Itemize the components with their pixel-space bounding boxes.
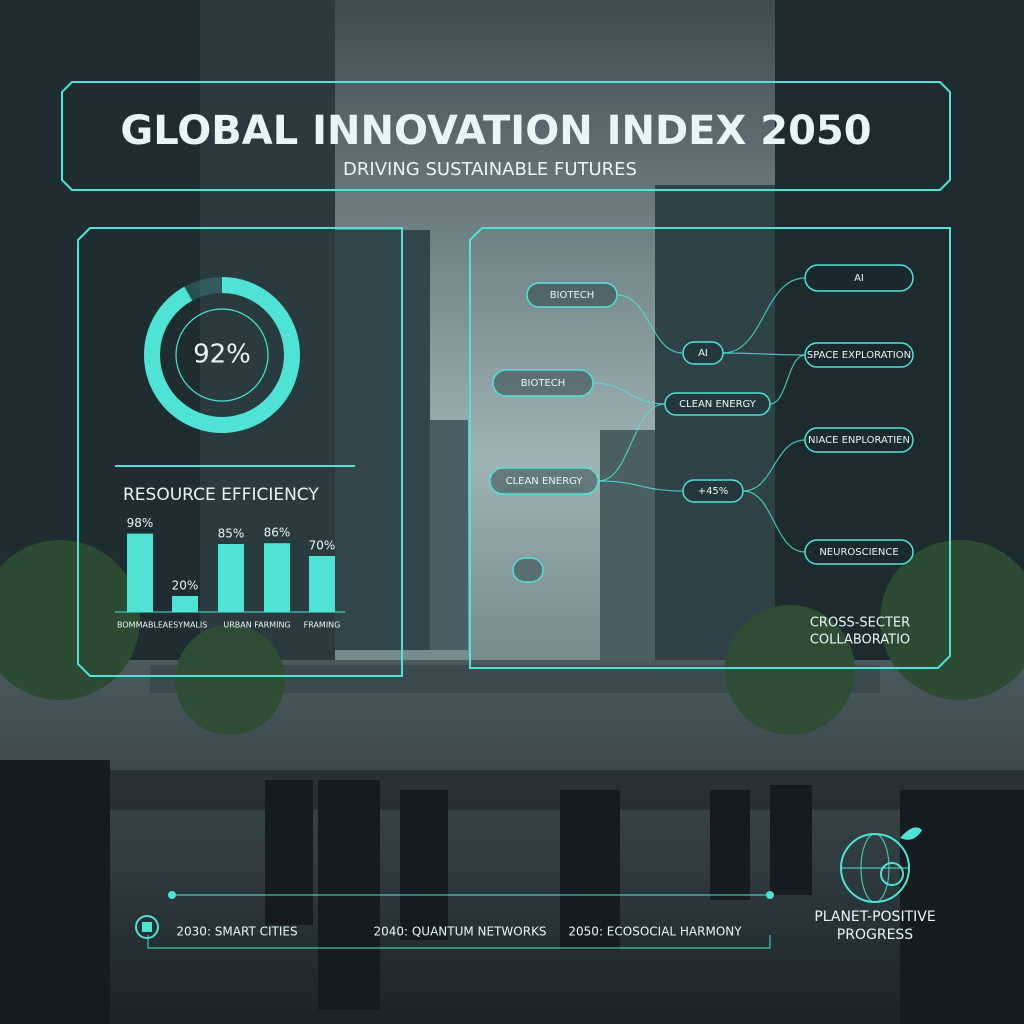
- node: [682, 341, 724, 365]
- subtitle: DRIVING SUSTAINABLE FUTURES: [343, 159, 637, 180]
- link: [616, 294, 684, 354]
- node-label: AI: [698, 348, 708, 359]
- value-label: 98%: [127, 516, 154, 530]
- link: [722, 277, 806, 354]
- gauge-label: 92%: [193, 340, 251, 370]
- bar: [264, 543, 290, 612]
- node-label: CLEAN ENERGY: [679, 399, 757, 410]
- hud-frames: [61, 81, 951, 949]
- x-tick-label: FRAMING: [304, 621, 341, 630]
- node: [512, 557, 544, 583]
- timeline-label: 2050: ECOSOCIAL HARMONY: [568, 925, 742, 939]
- badge-text: PROGRESS: [837, 927, 913, 943]
- node-label: BIOTECH: [521, 378, 566, 389]
- value-label: 85%: [218, 527, 245, 541]
- node: [804, 427, 914, 453]
- link: [592, 382, 666, 405]
- bar: [218, 544, 244, 612]
- value-label: 20%: [172, 579, 199, 593]
- gauge-arc: [144, 277, 300, 433]
- node: [682, 479, 744, 503]
- link: [597, 480, 684, 492]
- node-label: BIOTECH: [550, 290, 595, 301]
- bar: [309, 556, 335, 612]
- value-label: 70%: [309, 539, 336, 553]
- node: [804, 264, 914, 292]
- node-label: NEUROSCIENCE: [819, 547, 898, 558]
- node: [526, 282, 618, 308]
- caption: COLLABORATIO: [810, 633, 910, 648]
- badge-text: PLANET-POSITIVE: [814, 909, 935, 925]
- node-label: AI: [854, 273, 864, 284]
- timeline-label: 2040: QUANTUM NETWORKS: [373, 925, 546, 939]
- x-tick-label: BOMMABLE: [117, 621, 163, 630]
- section-title: RESOURCE EFFICIENCY: [123, 485, 319, 505]
- node: [489, 467, 599, 495]
- node: [804, 539, 914, 565]
- node: [492, 369, 594, 397]
- link: [722, 352, 806, 356]
- title: GLOBAL INNOVATION INDEX 2050: [120, 108, 871, 154]
- link: [597, 403, 666, 482]
- node: [804, 342, 914, 368]
- link: [742, 490, 806, 553]
- node-label: CLEAN ENERGY: [506, 476, 584, 487]
- bar: [127, 533, 153, 612]
- link: [769, 354, 806, 405]
- value-label: 86%: [264, 526, 291, 540]
- node: [664, 392, 771, 416]
- bar: [172, 596, 198, 612]
- node-label: SPACE EXPLORATION: [807, 350, 911, 361]
- node-label: NIACE ENPLORATIEN: [808, 435, 910, 446]
- timeline-label: 2030: SMART CITIES: [176, 925, 297, 939]
- link: [742, 439, 806, 492]
- caption: CROSS-SECTER: [810, 616, 910, 631]
- node-label: +45%: [698, 486, 729, 497]
- gauge-inner: [175, 308, 269, 402]
- x-tick-label: URBAN FARMING: [223, 621, 290, 630]
- x-tick-label: AESYMALIS: [163, 621, 208, 630]
